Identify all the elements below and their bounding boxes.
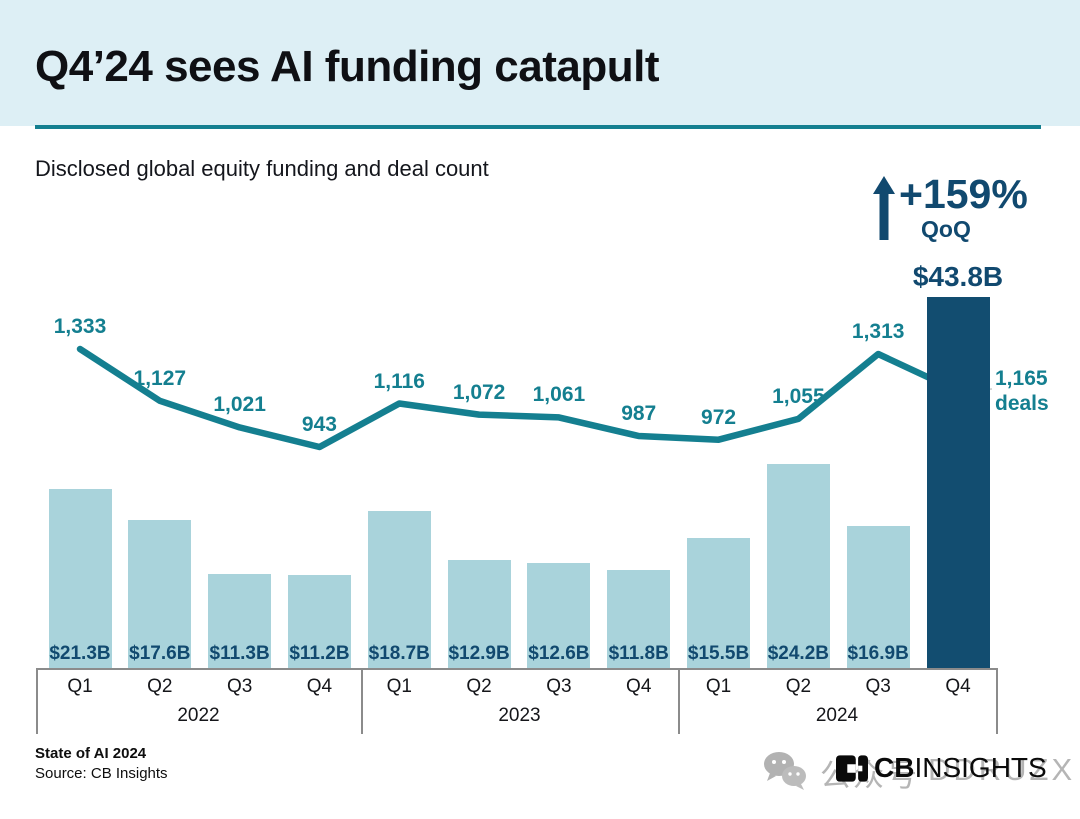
year-label: 2023 — [498, 705, 541, 726]
cbinsights-logo-icon — [836, 754, 868, 782]
quarter-label: Q1 — [705, 676, 732, 697]
quarter-label: Q3 — [865, 676, 891, 697]
bar-value-label: $24.2B — [767, 643, 830, 664]
deal-count-label: 1,333 — [53, 315, 107, 339]
deal-count-label: 972 — [701, 405, 737, 429]
qoq-change-value: +159% — [899, 171, 1028, 217]
bar-value-label: $21.3B — [49, 643, 111, 664]
deal-count-label: 987 — [621, 401, 657, 425]
quarter-label: Q1 — [386, 676, 412, 697]
axis-divider — [36, 668, 38, 734]
funding-bar — [926, 296, 990, 670]
funding-bar — [527, 562, 591, 670]
funding-bar — [607, 569, 671, 670]
quarter-label: Q4 — [306, 676, 333, 697]
bar-value-label: $16.9B — [847, 643, 909, 664]
bar-value-label: $12.9B — [448, 643, 510, 664]
quarter-label: Q4 — [945, 676, 971, 697]
funding-bar — [447, 560, 511, 670]
year-label: 2022 — [177, 705, 220, 726]
deal-count-label: 1,055 — [772, 384, 825, 408]
bar-value-label: $11.8B — [608, 643, 669, 664]
deal-count-label: 1,061 — [532, 383, 586, 407]
bar-value-label: $17.6B — [129, 643, 191, 664]
funding-bar — [687, 538, 751, 670]
year-label: 2024 — [815, 705, 859, 726]
funding-bar — [48, 488, 112, 670]
quarter-label: Q3 — [546, 676, 572, 697]
deal-count-label: 943 — [301, 413, 337, 437]
axis-divider — [678, 668, 680, 734]
bar-value-label: $11.3B — [209, 643, 270, 664]
deal-count-label: 1,021 — [213, 393, 266, 417]
page-title: Q4’24 sees AI funding catapult — [35, 42, 659, 91]
chart-subtitle: Disclosed global equity funding and deal… — [35, 156, 489, 181]
report-name: State of AI 2024 — [35, 745, 147, 762]
deal-count-label: 1,313 — [851, 320, 905, 344]
axis-divider — [361, 668, 363, 734]
wechat-icon — [764, 752, 806, 790]
watermark-text-code: DDRUZX — [928, 752, 1076, 787]
bar-value-label: $15.5B — [687, 643, 750, 664]
funding-bar — [287, 574, 351, 670]
quarter-label: Q2 — [466, 676, 492, 697]
header-band — [0, 0, 1080, 126]
funding-bar — [367, 510, 431, 670]
title-divider — [35, 125, 1041, 129]
source-text: Source: CB Insights — [35, 765, 168, 782]
funding-bar — [846, 526, 910, 670]
quarter-label: Q4 — [626, 676, 652, 697]
bar-value-label: $18.7B — [368, 643, 430, 664]
axis-divider — [996, 668, 998, 734]
bar-value-label: $11.2B — [289, 643, 350, 664]
deal-count-label-final: 1,165 deals — [995, 367, 1049, 415]
deal-count-label: 1,072 — [452, 380, 506, 404]
cbinsights-logo: CBINSIGHTS — [836, 752, 1047, 784]
deal-count-label: 1,116 — [373, 369, 425, 393]
logo-text-insights: INSIGHTS — [914, 752, 1047, 783]
deal-count-label: 1,127 — [133, 366, 187, 390]
up-arrow-icon — [873, 176, 895, 240]
funding-bar — [766, 463, 830, 670]
cbinsights-logo-text: CBINSIGHTS — [874, 752, 1047, 784]
quarter-label: Q1 — [67, 676, 93, 697]
quarter-label: Q2 — [147, 676, 173, 697]
peak-bar-value-label: $43.8B — [912, 261, 1004, 292]
logo-text-cb: CB — [874, 752, 915, 783]
quarter-label: Q2 — [785, 676, 812, 697]
funding-bar — [208, 573, 272, 670]
quarter-label: Q3 — [226, 676, 253, 697]
axis-baseline — [36, 668, 997, 670]
funding-bar — [128, 520, 192, 670]
bar-value-label: $12.6B — [528, 643, 590, 664]
qoq-period-label: QoQ — [921, 216, 971, 242]
